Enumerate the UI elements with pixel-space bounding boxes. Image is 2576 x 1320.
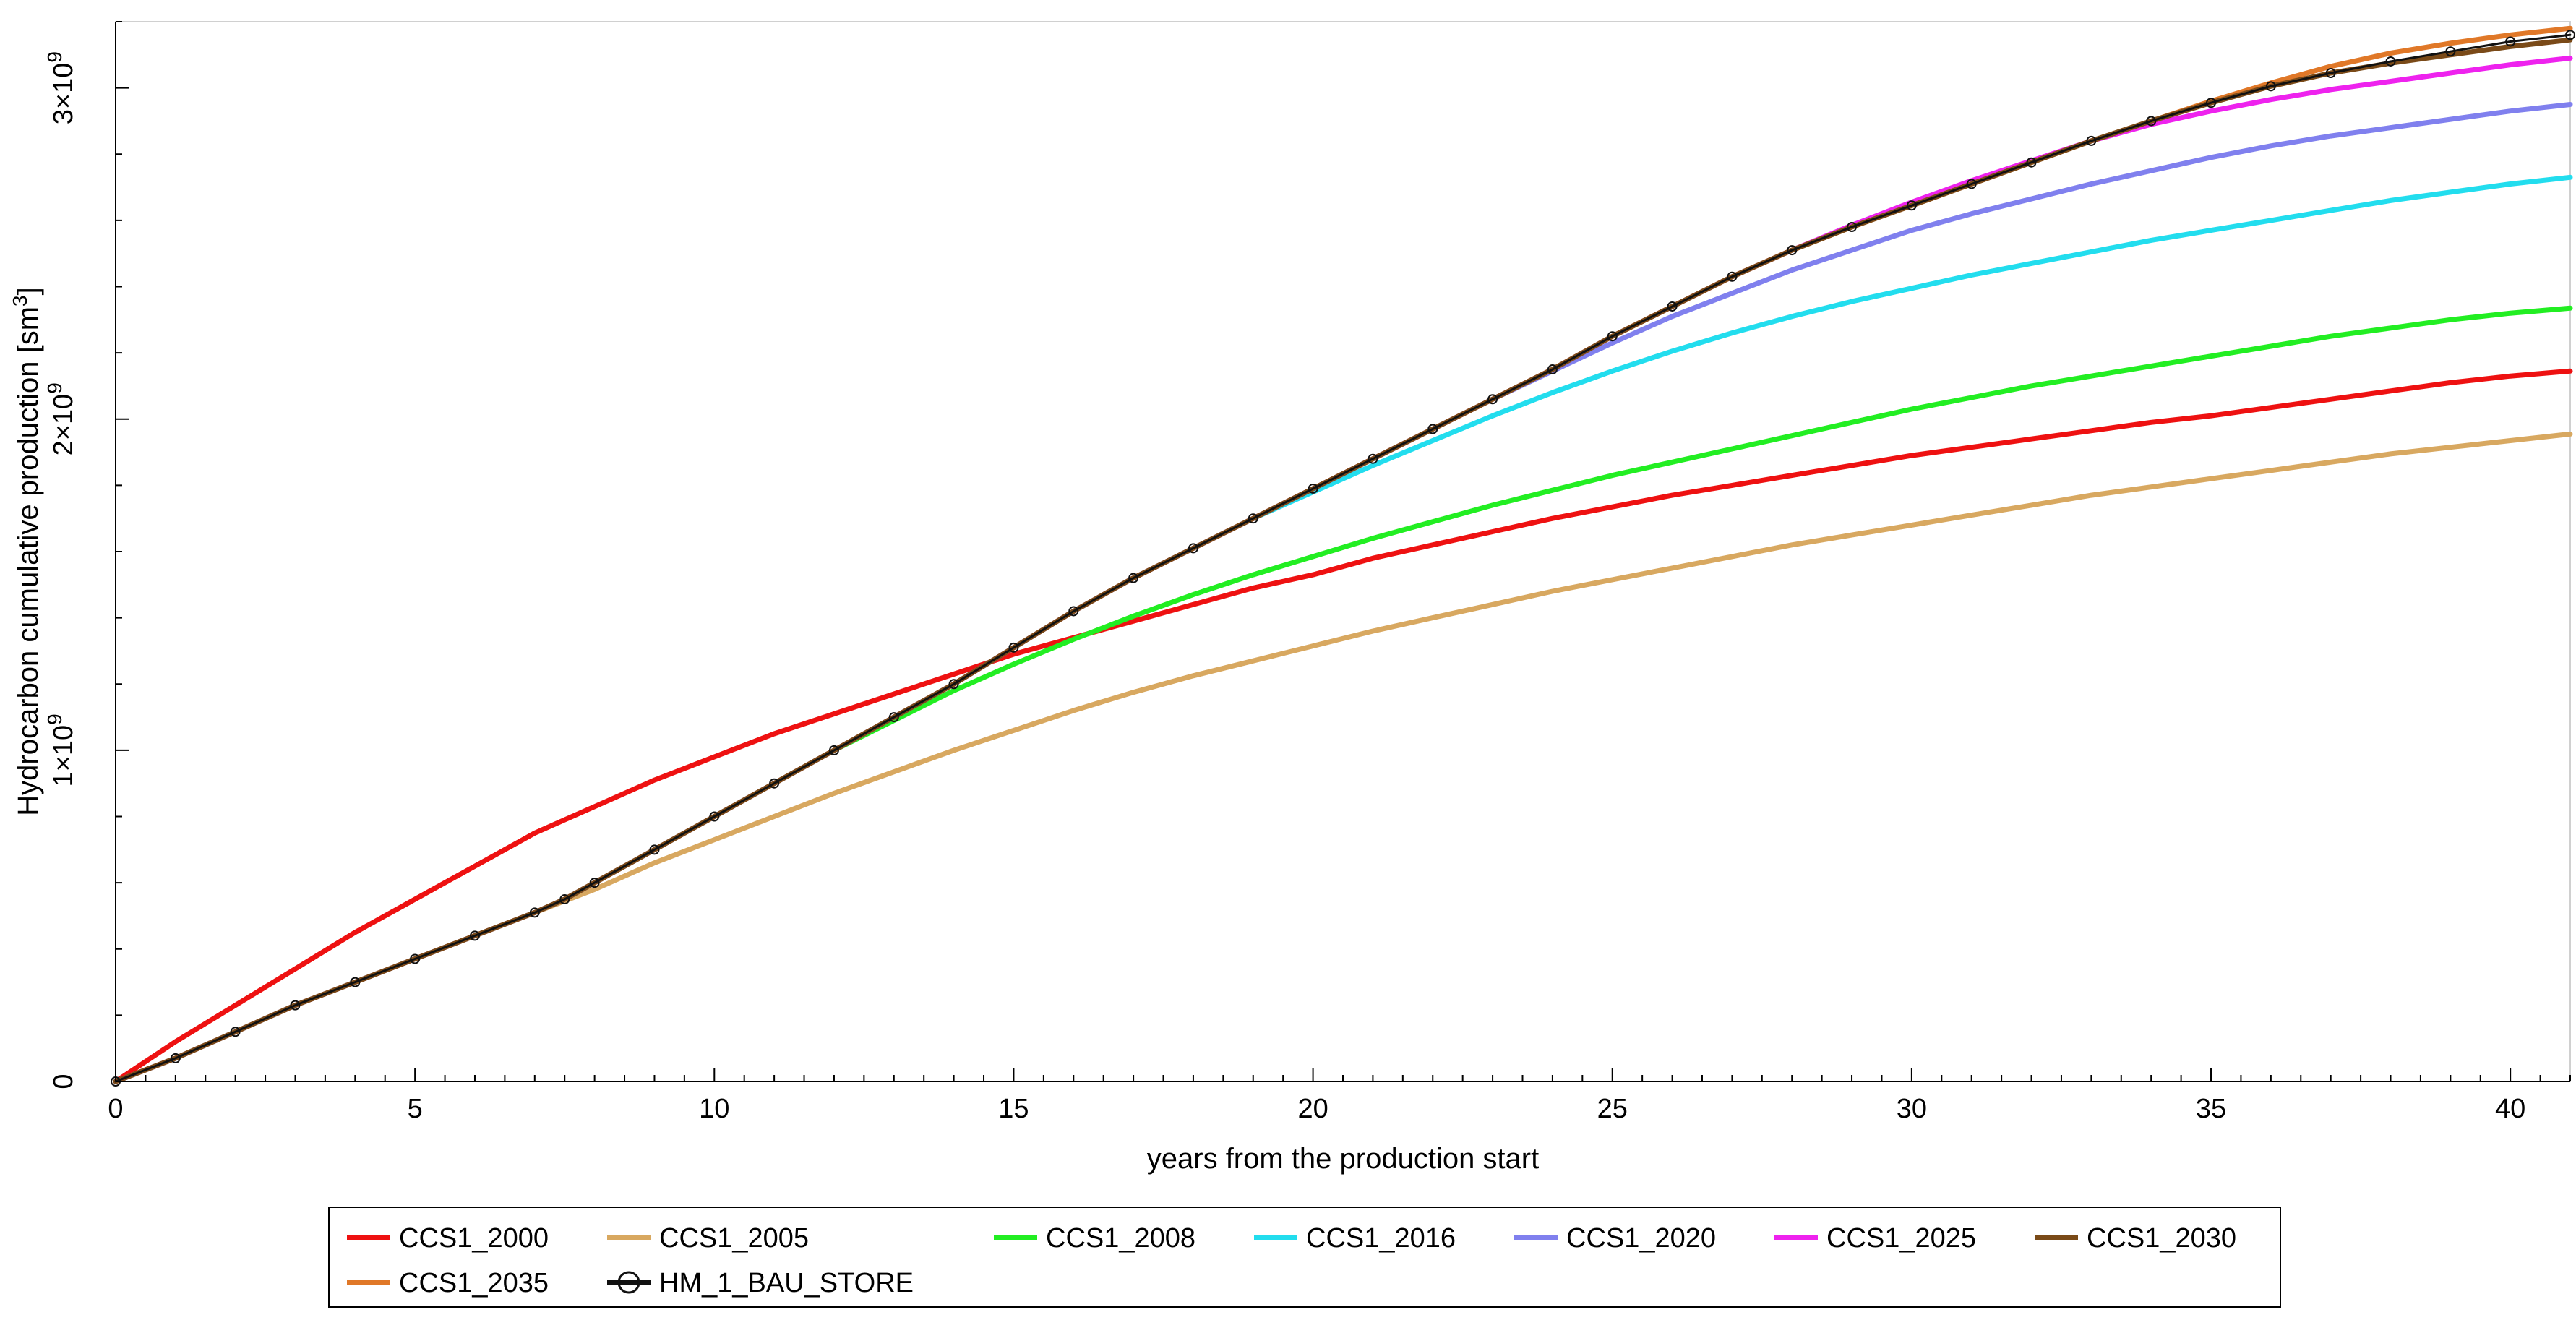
y-tick-label: 2×109 (43, 382, 80, 455)
series-marker (1667, 301, 1678, 312)
series-marker (170, 1053, 181, 1063)
series-marker (1547, 364, 1558, 375)
series-marker (2325, 68, 2336, 79)
series-line-ccs1-2000 (113, 368, 2573, 1084)
y-axis-title-sup: 3 (9, 295, 31, 307)
legend-label: CCS1_2035 (399, 1268, 549, 1298)
series-marker (1966, 179, 1977, 189)
series-marker (1427, 424, 1438, 434)
x-tick-label: 0 (108, 1094, 123, 1124)
series-marker (1068, 606, 1079, 617)
series-marker (769, 778, 780, 789)
series-marker (559, 894, 570, 905)
series-marker (948, 679, 959, 690)
series-marker (888, 712, 899, 723)
x-tick-label: 10 (699, 1094, 729, 1124)
legend-label: CCS1_2025 (1826, 1223, 1976, 1253)
series-marker (828, 745, 839, 755)
y-tick-label: 0 (48, 1073, 79, 1089)
legend-label: CCS1_2005 (659, 1223, 809, 1253)
series-marker (589, 878, 600, 888)
series-line-ccs1-2016 (113, 174, 2573, 1084)
x-tick-label: 20 (1297, 1094, 1328, 1124)
series-marker (410, 953, 421, 964)
series-marker (649, 844, 660, 855)
plot-area (115, 21, 2571, 1082)
series-marker (2385, 56, 2396, 67)
series-marker (350, 977, 361, 987)
x-tick-label: 40 (2495, 1094, 2525, 1124)
x-tick-label: 35 (2196, 1094, 2226, 1124)
series-marker (1308, 483, 1318, 494)
series-marker (1787, 245, 1798, 256)
x-tick-label: 25 (1597, 1094, 1628, 1124)
legend-label: CCS1_2008 (1046, 1223, 1195, 1253)
legend: CCS1_2000 CCS1_2005 CCS1_2008 CCS1_2016 CCS1… (328, 1207, 2281, 1308)
legend-label: CCS1_2000 (399, 1223, 549, 1253)
series-marker (1727, 271, 1738, 282)
x-tick-label: 15 (998, 1094, 1029, 1124)
series-marker (1487, 394, 1498, 405)
series-marker (2146, 116, 2157, 127)
series-marker (2265, 81, 2276, 92)
series-line-ccs1-2030 (113, 37, 2573, 1084)
series-marker (1906, 200, 1917, 211)
series-marker (709, 811, 720, 822)
series-marker (2026, 157, 2037, 168)
series-marker (1607, 331, 1618, 342)
legend-label: CCS1_2020 (1566, 1223, 1716, 1253)
x-tick-label: 5 (408, 1094, 423, 1124)
y-tick-label: 3×109 (43, 51, 80, 124)
legend-label: CCS1_2030 (2087, 1223, 2236, 1253)
y-axis-title-end: ] (12, 287, 44, 295)
series-marker (529, 907, 540, 918)
series-marker (469, 930, 480, 941)
y-axis-title-main: Hydrocarbon cumulative production [sm (12, 307, 44, 816)
series-marker (1248, 513, 1258, 524)
series-marker (1128, 573, 1139, 583)
series-line-ccs1-2035 (113, 25, 2573, 1084)
legend-label: CCS1_2016 (1306, 1223, 1456, 1253)
series-marker (1188, 543, 1198, 554)
y-axis-title: Hydrocarbon cumulative production [sm3] (9, 287, 45, 815)
x-axis-title: years from the production start (1147, 1143, 1539, 1175)
series-marker (1368, 453, 1378, 464)
series-marker (290, 1000, 301, 1011)
x-tick-label: 30 (1897, 1094, 1927, 1124)
series-marker (2505, 36, 2516, 47)
series-line-hm-1-bau-store (114, 33, 2572, 1083)
series-marker (230, 1027, 241, 1037)
series-marker (2445, 46, 2456, 57)
series-marker (2206, 98, 2217, 108)
legend-label: HM_1_BAU_STORE (659, 1268, 914, 1298)
legend-box (328, 1207, 2281, 1308)
series-marker (2086, 135, 2097, 146)
series-marker (2565, 30, 2575, 40)
y-tick-label: 1×109 (43, 713, 80, 787)
series-marker (1008, 642, 1019, 653)
series-line-ccs1-2025 (113, 55, 2573, 1084)
series-marker (1847, 222, 1858, 233)
series-line-ccs1-2008 (113, 305, 2573, 1084)
series-layer (111, 25, 2575, 1087)
legend-marker (617, 1271, 640, 1294)
axes-layer: 0 5 10 15 20 25 30 35 40 0 1×109 2×109 3×109 (43, 21, 2571, 1124)
series-line-ccs1-2005 (113, 431, 2573, 1084)
